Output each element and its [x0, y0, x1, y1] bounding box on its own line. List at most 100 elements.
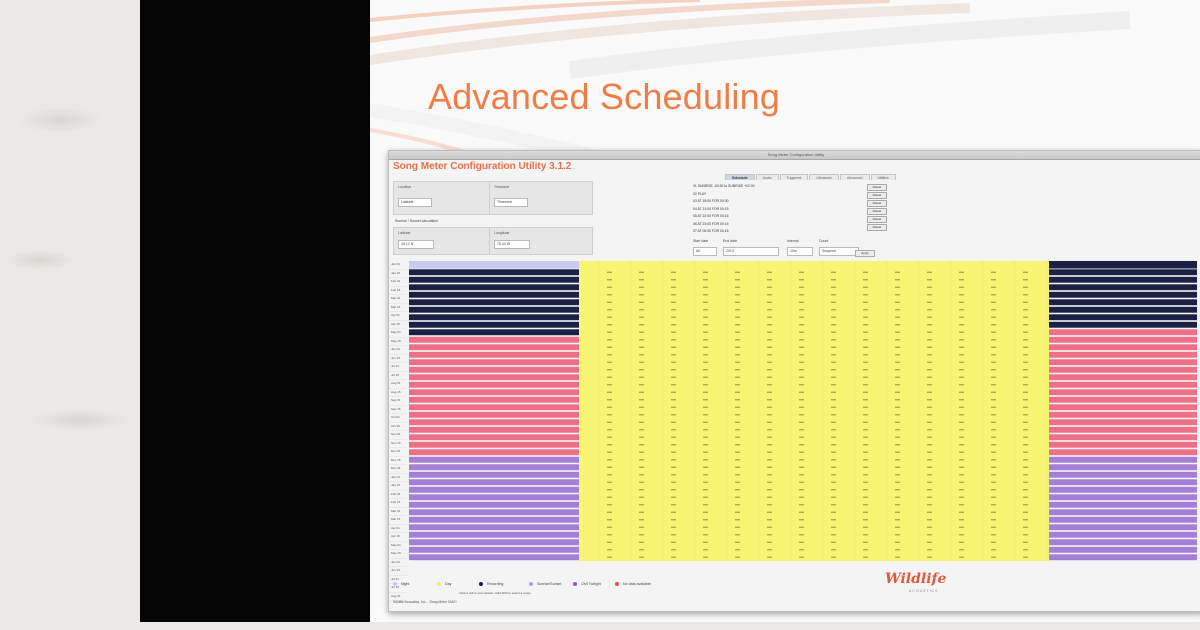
grid-cell-night[interactable]	[1049, 344, 1197, 351]
apply-button[interactable]: Apply	[855, 250, 875, 257]
grid-cell-day[interactable]	[579, 456, 1049, 464]
grid-cell-night[interactable]	[409, 509, 579, 516]
grid-cell-night[interactable]	[1049, 501, 1197, 508]
grid-cell-night[interactable]	[1049, 434, 1197, 441]
grid-header-day[interactable]	[579, 261, 1049, 269]
grid-cell-night[interactable]	[1049, 329, 1197, 336]
grid-cell-night[interactable]	[1049, 411, 1197, 418]
grid-cell-day[interactable]	[579, 366, 1049, 374]
grid-cell-day[interactable]	[579, 553, 1049, 562]
grid-cell-day[interactable]	[579, 298, 1049, 307]
grid-cell-night[interactable]	[1049, 351, 1197, 358]
grid-cell-night[interactable]	[409, 464, 579, 471]
grid-cell-day[interactable]	[579, 291, 1049, 299]
grid-cell-night[interactable]	[1049, 546, 1197, 553]
grid-cell-night[interactable]	[1049, 531, 1197, 538]
grid-cell-night[interactable]	[1049, 396, 1197, 403]
grid-cell-night[interactable]	[409, 486, 579, 493]
grid-cell-night[interactable]	[409, 456, 579, 463]
grid-cell-night[interactable]	[1049, 449, 1197, 456]
grid-cell-night[interactable]	[1049, 389, 1197, 396]
grid-cell-day[interactable]	[579, 493, 1049, 502]
grid-cell-day[interactable]	[579, 321, 1049, 329]
grid-cell-night[interactable]	[409, 434, 579, 441]
grid-cell-night[interactable]	[409, 336, 579, 343]
grid-cell-night[interactable]	[409, 404, 579, 411]
grid-cell-night[interactable]	[1049, 374, 1197, 381]
grid-cell-day[interactable]	[579, 403, 1049, 412]
grid-header-night[interactable]	[409, 261, 579, 269]
grid-cell-night[interactable]	[409, 291, 579, 298]
grid-cell-day[interactable]	[579, 426, 1049, 434]
grid-cell-night[interactable]	[409, 471, 579, 478]
grid-cell-day[interactable]	[579, 516, 1049, 524]
grid-cell-day[interactable]	[579, 433, 1049, 442]
grid-cell-night[interactable]	[409, 441, 579, 448]
grid-cell-night[interactable]	[1049, 524, 1197, 531]
grid-cell-night[interactable]	[409, 494, 579, 501]
grid-cell-night[interactable]	[1049, 404, 1197, 411]
grid-cell-night[interactable]	[1049, 359, 1197, 366]
schedule-item[interactable]: 04 AT 21:00 FOR 00:15	[693, 206, 729, 211]
grid-cell-night[interactable]	[409, 374, 579, 381]
grid-cell-night[interactable]	[409, 411, 579, 418]
grid-cell-night[interactable]	[409, 546, 579, 553]
end-date-select[interactable]: 2013	[723, 247, 779, 256]
grid-cell-day[interactable]	[579, 268, 1049, 277]
grid-cell-day[interactable]	[579, 471, 1049, 479]
grid-cell-night[interactable]	[409, 359, 579, 366]
grid-cell-night[interactable]	[1049, 509, 1197, 516]
grid-cell-day[interactable]	[579, 463, 1049, 472]
grid-cell-night[interactable]	[1049, 464, 1197, 471]
grid-cell-night[interactable]	[1049, 516, 1197, 523]
grid-cell-day[interactable]	[579, 328, 1049, 337]
grid-cell-night[interactable]	[1049, 284, 1197, 291]
schedule-grid[interactable]	[389, 261, 1200, 561]
latitude-input[interactable]: 45.12 N	[398, 240, 434, 249]
grid-cell-night[interactable]	[1049, 306, 1197, 313]
grid-cell-day[interactable]	[579, 501, 1049, 509]
grid-cell-day[interactable]	[579, 373, 1049, 382]
schedule-item[interactable]: 01 SUNRISE -00:30 to SUNRISE +02:00	[693, 184, 755, 188]
grid-cell-night[interactable]	[409, 531, 579, 538]
interval-select[interactable]: 10m	[787, 247, 813, 256]
grid-cell-night[interactable]	[409, 269, 579, 276]
grid-cell-night[interactable]	[409, 321, 579, 328]
schedule-item[interactable]: 06 AT 23:00 FOR 00:15	[693, 221, 729, 226]
timezone-select[interactable]: Timezone	[494, 198, 528, 207]
grid-cell-night[interactable]	[1049, 336, 1197, 343]
grid-cell-night[interactable]	[409, 539, 579, 546]
grid-cell-day[interactable]	[579, 546, 1049, 554]
grid-cell-night[interactable]	[1049, 494, 1197, 501]
grid-cell-night[interactable]	[409, 516, 579, 523]
window-titlebar[interactable]: Song Meter Configuration Utility	[389, 151, 1200, 160]
grid-cell-day[interactable]	[579, 358, 1049, 367]
grid-cell-day[interactable]	[579, 478, 1049, 487]
schedule-item[interactable]: 02 PLAY	[693, 191, 707, 196]
grid-cell-day[interactable]	[579, 306, 1049, 314]
schedule-delete-button[interactable]: Delete	[867, 216, 887, 223]
grid-cell-night[interactable]	[1049, 381, 1197, 388]
grid-cell-night[interactable]	[409, 389, 579, 396]
grid-cell-night[interactable]	[409, 284, 579, 291]
grid-cell-day[interactable]	[579, 538, 1049, 547]
schedule-item[interactable]: 07 AT 00:00 FOR 00:15	[693, 229, 729, 233]
grid-cell-night[interactable]	[409, 501, 579, 508]
schedule-item[interactable]: 03 AT 18:00 FOR 00:30	[693, 199, 729, 203]
grid-cell-day[interactable]	[579, 351, 1049, 359]
tab-advanced[interactable]: Advanced	[839, 174, 870, 180]
grid-cell-night[interactable]	[1049, 441, 1197, 448]
grid-cell-night[interactable]	[409, 306, 579, 313]
tab-schedule[interactable]: Schedule	[725, 174, 755, 180]
grid-cell-night[interactable]	[409, 419, 579, 426]
grid-cell-night[interactable]	[409, 396, 579, 403]
grid-cell-night[interactable]	[1049, 479, 1197, 486]
tab-utilities[interactable]: Utilities	[870, 174, 896, 180]
tab-ultrasonic[interactable]: Ultrasonic	[809, 174, 839, 180]
tab-audio[interactable]: Audio	[755, 174, 779, 180]
grid-cell-night[interactable]	[1049, 486, 1197, 493]
config-utility-window[interactable]: Song Meter Configuration Utility Song Me…	[388, 150, 1200, 612]
grid-cell-night[interactable]	[409, 299, 579, 306]
schedule-delete-button[interactable]: Delete	[867, 192, 887, 199]
grid-cell-night[interactable]	[1049, 539, 1197, 546]
